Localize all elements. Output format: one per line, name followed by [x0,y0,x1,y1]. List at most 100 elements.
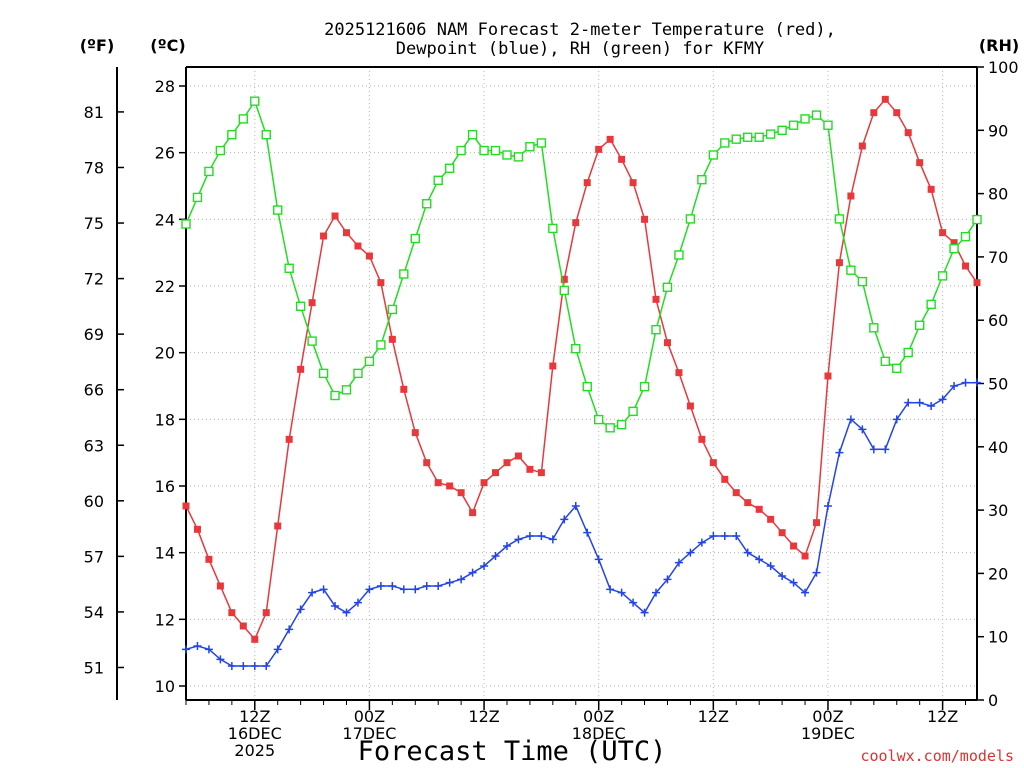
dewpoint-point [399,585,408,594]
series-rh [181,96,982,433]
dewpoint-point [204,645,213,654]
rh-point [261,130,271,140]
dewpoint-point [755,555,764,564]
dewpoint-point [331,602,340,610]
fahrenheit-tick-label: 78 [84,158,104,177]
celsius-tick-label: 12 [155,610,175,629]
dewpoint-point [537,532,546,540]
dewpoint-point [629,598,638,607]
temperature-point [790,542,798,550]
rh-point [743,132,753,142]
temperature-point [675,369,683,377]
rh-point [639,381,650,392]
temperature-point [927,185,935,193]
rh-point [605,423,615,433]
rh-point [525,142,535,152]
dewpoint-point [869,445,878,454]
temperature-point [709,459,717,467]
chart-title-line2: Dewpoint (blue), RH (green) for KFMY [396,39,764,59]
dewpoint-point [881,445,890,454]
temperature-point [228,609,236,617]
rh-point [846,265,856,275]
rh-point [330,390,340,401]
x-tick-label: 19DEC [801,724,855,743]
temperature-point [858,142,866,150]
rh-tick-label: 80 [988,185,1008,204]
temperature-point [939,229,947,237]
dewpoint-point [182,645,190,654]
temperature-point [973,279,981,287]
rh-tick-label: 60 [988,311,1008,330]
temperature-point [813,519,821,527]
temperature-point [801,552,809,560]
dewpoint-point [296,605,305,614]
rh-point [353,368,363,379]
temperature-point [641,215,649,223]
temperature-point [824,372,832,380]
rh-point [444,163,455,173]
temperature-point [457,489,465,497]
rh-point [777,125,787,136]
temperature-point [549,362,557,370]
x-tick-label: 00Z [583,707,614,726]
dewpoint-point [457,575,466,584]
temperature-point [962,262,970,270]
temperature-point [469,509,477,517]
celsius-tick-label: 26 [155,144,175,163]
dewpoint-point [652,588,661,597]
dewpoint-point [892,415,901,424]
temperature-point [480,479,488,487]
x-tick-label: 16DEC [228,724,282,743]
rh-tick-label: 30 [988,501,1008,520]
dewpoint-point [617,588,626,597]
dewpoint-point [594,555,603,564]
rh-point [284,263,294,273]
celsius-tick-label: 20 [155,344,175,363]
fahrenheit-tick-label: 81 [84,103,104,122]
rh-point [238,114,249,124]
dewpoint-point [422,582,431,590]
dewpoint-point [766,562,775,570]
dewpoint-point [262,662,271,670]
rh-line [185,99,978,429]
x-tick-label: 12Z [468,707,499,726]
rh-point [880,356,890,367]
rh-unit-label: (RH) [979,36,1019,55]
rh-point [651,324,661,335]
temperature-point [881,95,889,103]
fahrenheit-tick-label: 72 [84,270,104,289]
rh-point [250,96,260,106]
dewpoint-point [640,608,649,617]
temperature-point [916,159,924,167]
rh-tick-label: 50 [988,375,1008,394]
dewpoint-point [927,402,936,410]
rh-point [204,166,214,177]
temperature-point [411,429,419,437]
temperature-point [847,192,855,200]
temperature-point [835,259,843,267]
rh-point [720,138,730,148]
fahrenheit-tick-label: 54 [84,603,104,622]
temperature-point [297,365,305,373]
tick-labels: 51 54 57 60 63 66 69 72 75 78 81 10 12 14 16 18 20 22 24 26… [84,58,1019,760]
dewpoint-point [778,572,787,580]
temperature-point [251,635,259,643]
rh-point [697,174,707,185]
temperature-point [446,482,454,490]
dewpoint-point [973,378,981,387]
rh-point [926,299,936,310]
dewpoint-point [686,548,695,557]
dewpoint-point [468,568,477,577]
dewpoint-point [193,642,202,650]
rh-point [685,214,696,224]
celsius-tick-label: 16 [155,477,175,496]
temperature-point [606,135,614,143]
dewpoint-point [480,562,489,570]
dewpoint-point [308,588,317,597]
celsius-tick-label: 28 [155,77,175,96]
temperature-point [732,489,740,497]
dewpoint-point [846,415,855,424]
temperature-point [274,522,282,530]
dewpoint-point [319,585,328,594]
